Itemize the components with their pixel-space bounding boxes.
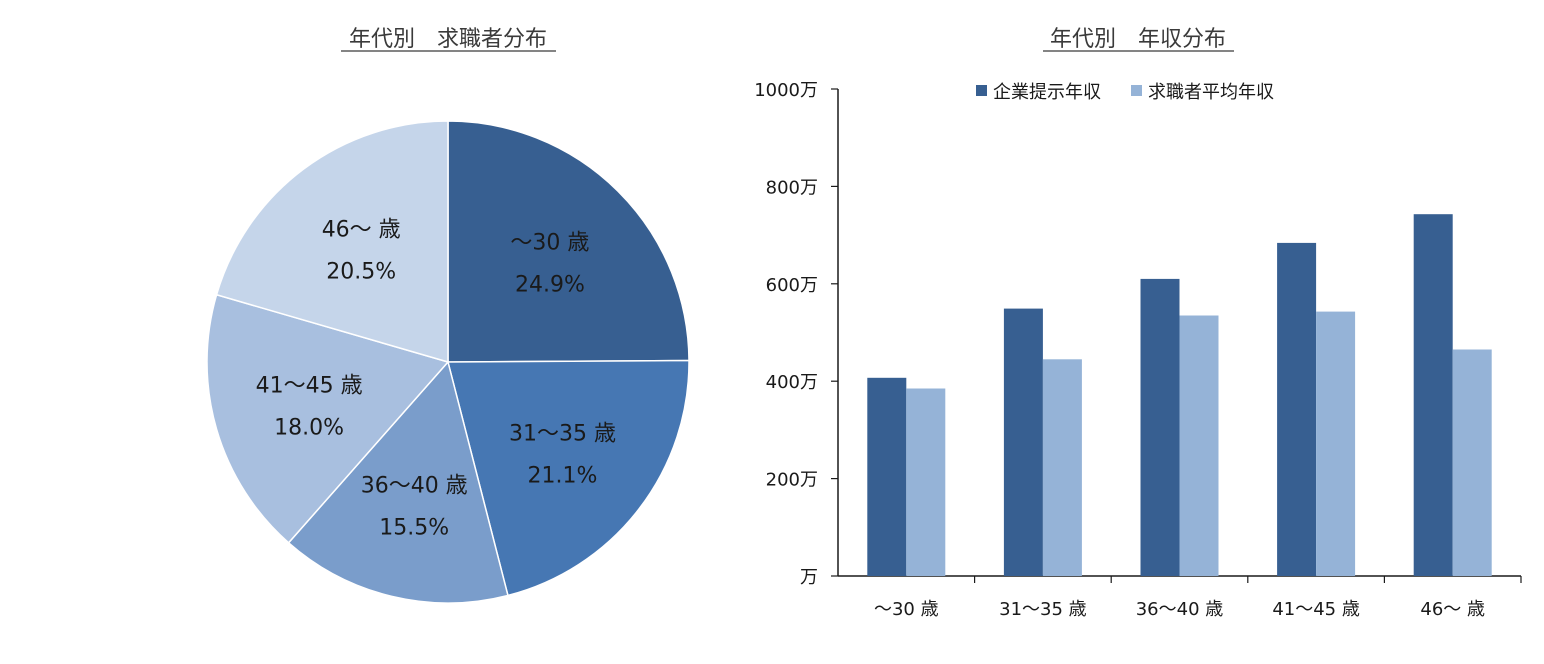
pie-slice-value: 18.0% bbox=[274, 415, 344, 440]
pie-slice-value: 24.9% bbox=[515, 272, 585, 297]
pie-slice-value: 15.5% bbox=[379, 516, 449, 541]
bar bbox=[1179, 315, 1219, 576]
legend-swatch bbox=[976, 85, 987, 96]
bar bbox=[906, 388, 946, 576]
y-tick-label: 600万 bbox=[766, 275, 818, 296]
pie-slice bbox=[206, 293, 450, 544]
legend-label: 企業提示年収 bbox=[993, 82, 1101, 103]
y-tick-label: 1000万 bbox=[754, 80, 818, 101]
pie-slice bbox=[215, 120, 449, 363]
pie-slice-value: 21.1% bbox=[528, 463, 598, 488]
pie-slice-label: 46～ 歳 bbox=[322, 217, 401, 242]
bar bbox=[1316, 311, 1356, 576]
bar bbox=[1452, 349, 1492, 576]
y-tick-label: 万 bbox=[800, 567, 818, 588]
pie-slice bbox=[447, 120, 690, 363]
y-tick-label: 200万 bbox=[766, 470, 818, 491]
y-tick-label: 800万 bbox=[766, 177, 818, 198]
pie-chart: ～30 歳 24.9% 31～35 歳 21.1% 36～40 歳 15.5% 41～45 … bbox=[206, 120, 690, 604]
pie-slice bbox=[447, 359, 690, 597]
x-tick-label: 36～40 歳 bbox=[1136, 599, 1224, 620]
bar-chart: 万 200万 400万 600万 800万 1000万 ～30 歳 31～35 歳 36～40 … bbox=[754, 80, 1522, 620]
bar bbox=[1277, 242, 1317, 576]
pie-slice-label: 31～35 歳 bbox=[509, 421, 616, 446]
bar bbox=[1003, 308, 1043, 576]
bar bbox=[867, 377, 907, 576]
x-tick-label: ～30 歳 bbox=[874, 599, 939, 620]
pie-slice-label: 41～45 歳 bbox=[256, 373, 363, 398]
y-tick-label: 400万 bbox=[766, 372, 818, 393]
pie-slice-label: 36～40 歳 bbox=[361, 474, 468, 499]
bar bbox=[1042, 359, 1082, 576]
bar bbox=[1413, 214, 1453, 576]
legend-label: 求職者平均年収 bbox=[1148, 82, 1274, 103]
bar-chart-title: 年代別 年収分布 bbox=[1050, 27, 1226, 52]
x-tick-label: 46～ 歳 bbox=[1420, 599, 1485, 620]
x-tick-label: 31～35 歳 bbox=[999, 599, 1087, 620]
pie-slice-value: 20.5% bbox=[326, 259, 396, 284]
bar bbox=[1140, 278, 1180, 576]
legend-swatch bbox=[1131, 85, 1142, 96]
pie-slice-label: ～30 歳 bbox=[510, 230, 589, 255]
pie-chart-title: 年代別 求職者分布 bbox=[349, 27, 547, 52]
x-tick-label: 41～45 歳 bbox=[1272, 599, 1360, 620]
pie-slice bbox=[287, 360, 509, 604]
